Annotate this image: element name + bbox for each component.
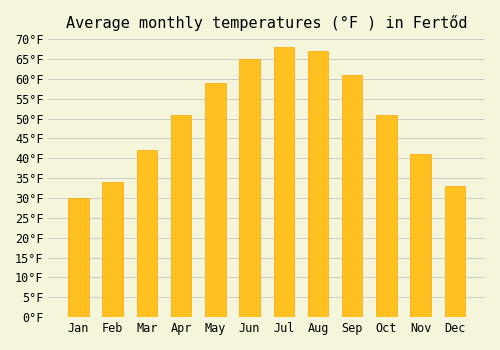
Bar — [410, 154, 431, 317]
Bar — [240, 59, 260, 317]
Bar — [102, 182, 123, 317]
Bar — [444, 186, 465, 317]
Bar — [376, 114, 396, 317]
Bar — [136, 150, 157, 317]
Bar — [171, 114, 192, 317]
Bar — [342, 75, 362, 317]
Bar — [205, 83, 226, 317]
Title: Average monthly temperatures (°F ) in Fertőd: Average monthly temperatures (°F ) in Fe… — [66, 15, 468, 31]
Bar — [68, 198, 88, 317]
Bar — [274, 47, 294, 317]
Bar — [308, 51, 328, 317]
